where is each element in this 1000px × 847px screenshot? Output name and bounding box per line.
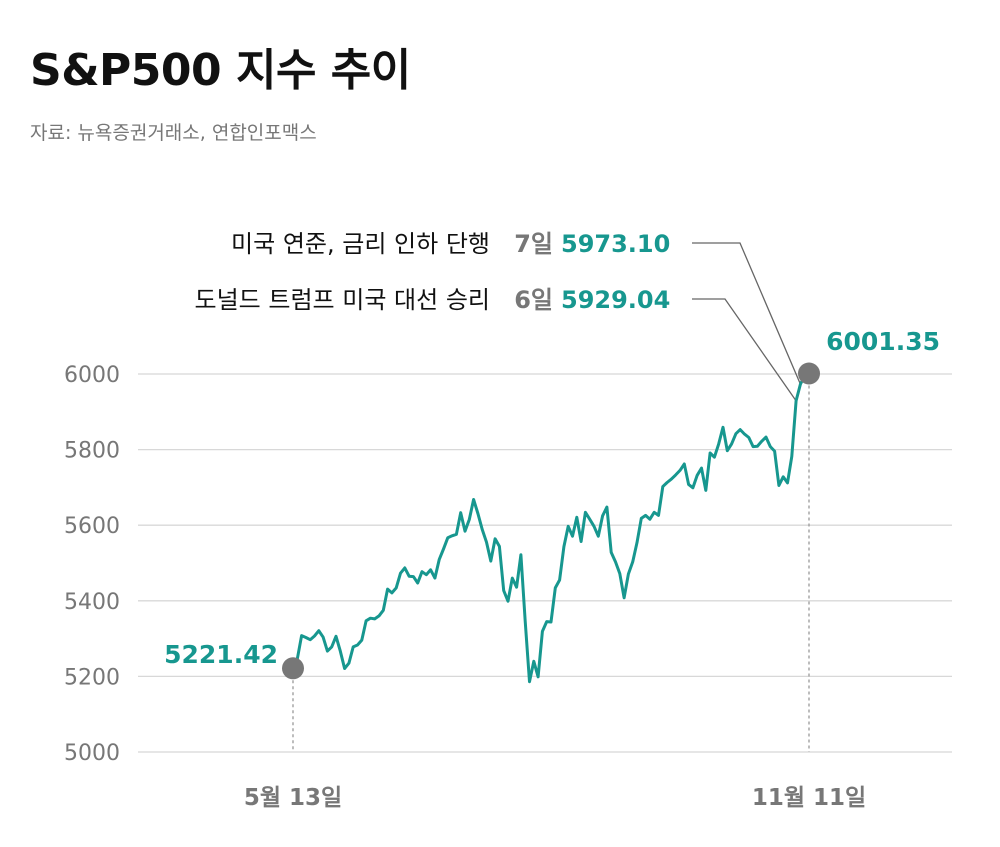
x-tick-label: 5월 13일 [244,785,342,811]
annotation-date: 7일 [514,230,553,258]
y-tick-label: 5600 [64,514,120,539]
y-tick-label: 5400 [64,590,120,615]
y-tick-label: 5000 [64,741,120,766]
start-value-label: 5221.42 [164,640,278,669]
source-note: 자료: 뉴욕증권거래소, 연합인포맥스 [30,122,317,144]
annotation-value: 5973.10 [561,230,670,258]
annotation-leader-line [692,298,797,402]
y-tick-label: 6000 [64,363,120,388]
annotation-text: 도널드 트럼프 미국 대선 승리 [195,286,490,314]
start-point-marker [282,657,304,680]
y-tick-label: 5800 [64,439,120,464]
annotation-date: 6일 [514,286,553,314]
annotation-leader-line [692,242,801,385]
end-value-label: 6001.35 [826,327,940,356]
x-tick-label: 11월 11일 [752,785,866,811]
y-tick-label: 5200 [64,665,120,690]
chart-title: S&P500 지수 추이 [30,45,411,96]
annotation-text: 미국 연준, 금리 인하 단행 [231,230,490,258]
series-line [291,372,811,684]
end-point-marker [798,362,820,385]
annotation-value: 5929.04 [561,286,670,314]
